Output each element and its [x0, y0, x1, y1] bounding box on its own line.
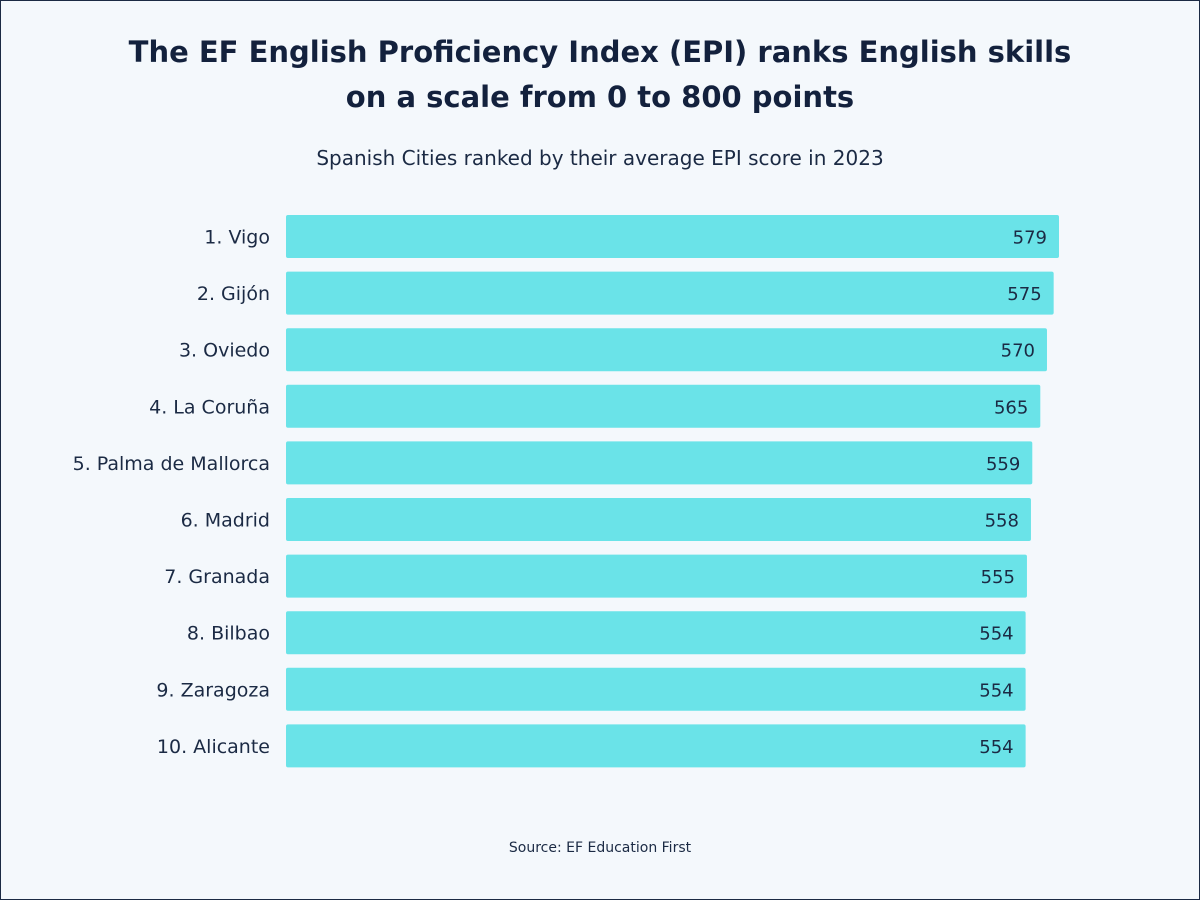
title-line-1: The EF English Proficiency Index (EPI) r…	[128, 35, 1072, 69]
bar	[286, 611, 1026, 655]
category-label: 5. Palma de Mallorca	[73, 453, 270, 475]
category-label: 7. Granada	[164, 566, 270, 588]
value-label: 554	[979, 624, 1013, 645]
chart-title: The EF English Proficiency Index (EPI) r…	[0, 30, 1200, 120]
value-label: 558	[985, 511, 1019, 532]
bar	[286, 667, 1026, 711]
value-label: 579	[1013, 228, 1047, 249]
title-line-2: on a scale from 0 to 800 points	[345, 80, 855, 114]
value-label: 565	[994, 397, 1028, 418]
bar	[286, 554, 1027, 598]
chart-subtitle: Spanish Cities ranked by their average E…	[316, 146, 884, 170]
bar	[286, 384, 1041, 428]
value-label: 559	[986, 454, 1020, 475]
bar	[286, 441, 1033, 485]
value-label: 554	[979, 737, 1013, 758]
value-label: 575	[1007, 284, 1041, 305]
category-label: 9. Zaragoza	[156, 679, 270, 701]
value-label: 555	[981, 567, 1015, 588]
category-label: 4. La Coruña	[149, 396, 270, 418]
category-label: 10. Alicante	[157, 736, 270, 758]
category-label: 8. Bilbao	[187, 623, 270, 645]
bar	[286, 328, 1047, 372]
category-label: 1. Vigo	[204, 227, 270, 249]
bar	[286, 215, 1059, 258]
value-label: 554	[979, 680, 1013, 701]
bar	[286, 271, 1054, 315]
bar	[286, 724, 1026, 768]
source-note: Source: EF Education First	[508, 840, 692, 856]
value-label: 570	[1001, 341, 1035, 362]
category-label: 3. Oviedo	[179, 340, 270, 362]
category-label: 2. Gijón	[197, 283, 270, 305]
category-label: 6. Madrid	[181, 510, 270, 532]
bar	[286, 498, 1031, 541]
